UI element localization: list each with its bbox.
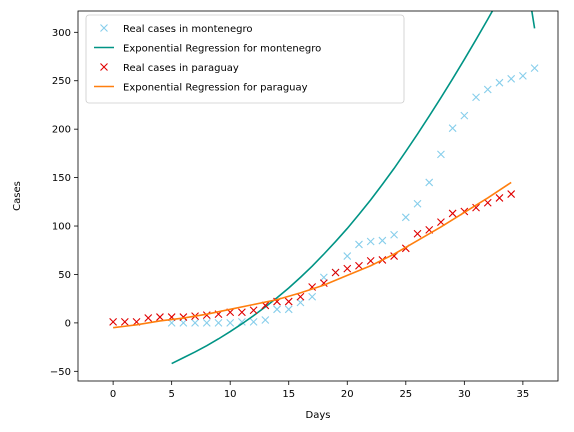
- x-tick-label: 30: [458, 389, 471, 400]
- y-tick-label: 250: [52, 76, 71, 87]
- x-axis-title: Days: [306, 410, 331, 421]
- legend-entry: Exponential Regression for paraguay: [94, 83, 308, 94]
- x-tick-label: 10: [224, 389, 237, 400]
- y-tick-label: 200: [52, 125, 71, 136]
- legend-entry: Exponential Regression for montenegro: [94, 44, 321, 55]
- y-tick-label: 300: [52, 28, 71, 39]
- legend: Real cases in montenegro Exponential Regr…: [86, 15, 404, 103]
- x-tick-label: 15: [282, 389, 295, 400]
- legend-label: Real cases in paraguay: [123, 63, 239, 74]
- y-tick-label: 100: [52, 222, 71, 233]
- legend-label: Real cases in montenegro: [123, 24, 253, 35]
- x-tick-label: 0: [110, 389, 116, 400]
- x-tick-label: 35: [517, 389, 530, 400]
- y-tick-label: 50: [58, 270, 71, 281]
- x-tick-label: 25: [399, 389, 412, 400]
- y-tick-label: 0: [65, 318, 71, 329]
- x-tick-label: 5: [168, 389, 174, 400]
- y-tick-label: 150: [52, 173, 71, 184]
- x-tick-label: 20: [341, 389, 354, 400]
- y-tick-label: −50: [50, 367, 71, 378]
- legend-label: Exponential Regression for montenegro: [123, 44, 321, 55]
- legend-entry: Real cases in montenegro: [101, 24, 253, 35]
- y-axis-title: Cases: [12, 181, 23, 211]
- legend-label: Exponential Regression for paraguay: [123, 83, 308, 94]
